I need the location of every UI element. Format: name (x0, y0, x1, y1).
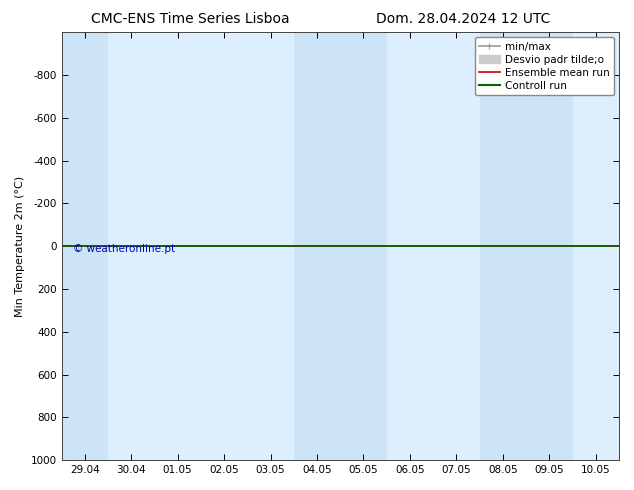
Text: Dom. 28.04.2024 12 UTC: Dom. 28.04.2024 12 UTC (375, 12, 550, 26)
Text: © weatheronline.pt: © weatheronline.pt (73, 244, 175, 254)
Bar (294, 32, 387, 460)
Text: CMC-ENS Time Series Lisboa: CMC-ENS Time Series Lisboa (91, 12, 290, 26)
Y-axis label: Min Temperature 2m (°C): Min Temperature 2m (°C) (15, 175, 25, 317)
Bar (61, 32, 108, 460)
Legend: min/max, Desvio padr tilde;o, Ensemble mean run, Controll run: min/max, Desvio padr tilde;o, Ensemble m… (475, 37, 614, 95)
Bar (480, 32, 573, 460)
